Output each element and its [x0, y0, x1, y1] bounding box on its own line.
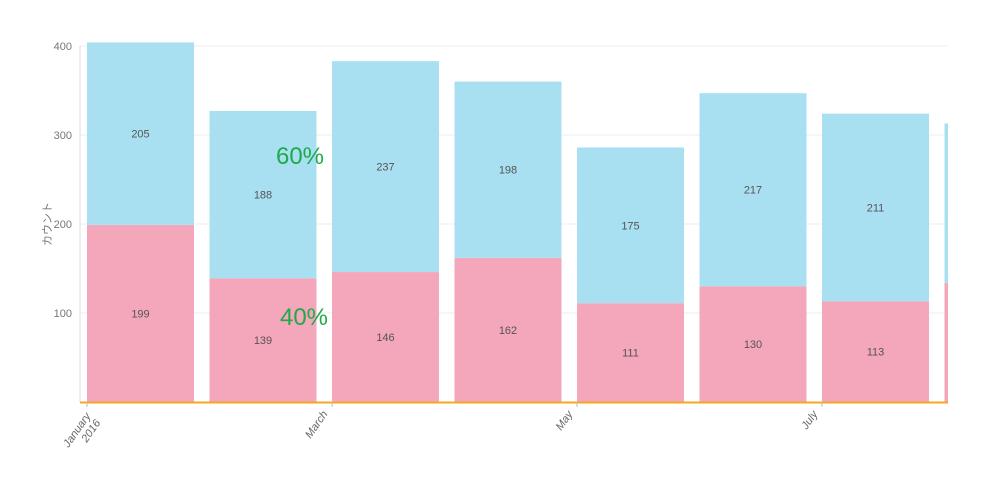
bar-value-label: 146 [376, 332, 394, 344]
bar-value-label: 111 [622, 348, 639, 360]
bar-value-label: 113 [867, 347, 885, 359]
x-tick-label: May [554, 408, 577, 433]
x-tick-label: March [303, 409, 330, 441]
bar-lower-segment [332, 272, 439, 402]
bar-value-label: 198 [499, 165, 517, 177]
bar-value-label: 205 [131, 129, 149, 141]
bar-upper-segment [699, 93, 807, 287]
bar-lower-segment [699, 286, 807, 402]
y-axis-ticks: 100 200 300 400 [54, 41, 72, 320]
bar-value-label: 237 [376, 162, 394, 174]
bar-lower-segment [454, 257, 562, 402]
y-axis-title: カウント [41, 202, 54, 246]
bar-value-label: 130 [744, 339, 762, 351]
bar-lower-segment [944, 282, 948, 402]
bar-upper-segment [822, 113, 929, 302]
bar-value-label: 217 [744, 185, 762, 197]
bar-value-label: 188 [254, 190, 272, 202]
bar-upper-segment [454, 81, 562, 258]
bar-lower-segment [209, 278, 317, 402]
percentage-annotation: 40% [280, 304, 328, 331]
y-tick-label: 400 [54, 41, 72, 53]
x-tick-label: January2016 [61, 410, 105, 458]
bar-value-label: 211 [867, 203, 885, 215]
bar-lower-segment [87, 224, 194, 402]
percentage-annotation: 60% [276, 143, 324, 170]
x-tick-label-line: July [799, 408, 821, 433]
x-axis-ticks: January2016 March May July [61, 402, 823, 458]
x-tick-label: July [799, 408, 821, 433]
bar-value-label: 162 [499, 325, 517, 337]
bar-value-label: 199 [131, 308, 149, 320]
bar-lower-segment [577, 303, 684, 402]
bars: 199 205 139 188 146 237 162 198 111 175 130 217 113 2… [87, 42, 948, 402]
bar-upper-segment [577, 147, 684, 304]
y-tick-label: 100 [54, 308, 72, 320]
bar-upper-segment [944, 123, 948, 283]
bar-value-label: 139 [254, 335, 272, 347]
x-tick-label-line: May [554, 408, 577, 433]
bar-upper-segment [209, 110, 317, 279]
annotations: 60% 40% [276, 143, 328, 331]
bar-upper-segment [87, 42, 194, 225]
bar-upper-segment [332, 61, 439, 273]
bar-value-label: 175 [621, 220, 639, 232]
bar-lower-segment [822, 301, 929, 402]
y-tick-label: 300 [54, 130, 72, 142]
x-tick-label-line: March [303, 409, 330, 441]
y-tick-label: 200 [54, 219, 72, 231]
